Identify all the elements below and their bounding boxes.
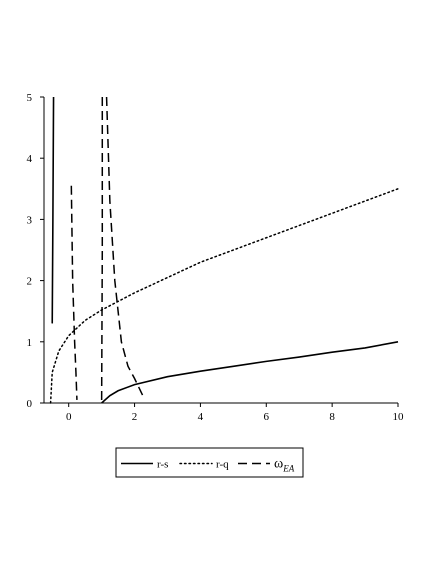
y-tick-label: 4 (27, 153, 33, 165)
series-r-q (49, 188, 399, 404)
series-line-segment (101, 341, 399, 404)
y-tick-label: 3 (27, 214, 33, 226)
x-tick-label: 6 (264, 411, 270, 423)
axes: 0 2 4 6 8 10 0 1 2 3 4 5 (27, 92, 405, 423)
legend-label: r-q (216, 459, 229, 471)
series---ea (70, 96, 144, 404)
x-tick-label: 10 (393, 411, 405, 423)
series-line-segment (49, 188, 399, 404)
x-tick-label: 0 (66, 411, 72, 423)
legend-label: r-s (157, 459, 168, 471)
legend-box (115, 447, 304, 478)
legend-label-subscript: EA (282, 464, 294, 474)
y-tick-label: 2 (27, 276, 33, 288)
y-tick-label: 0 (27, 398, 33, 410)
y-tick-label: 5 (27, 92, 33, 104)
series-line-segment (105, 96, 144, 396)
series-line-segment (51, 96, 55, 324)
series-line-segment (100, 97, 104, 404)
legend: r-s r-q ωEA (115, 447, 304, 478)
series-line-segment (70, 185, 78, 400)
x-tick-label: 2 (132, 411, 138, 423)
series-r-s (51, 96, 399, 404)
y-tick-label: 1 (27, 337, 33, 349)
x-tick-label: 8 (329, 411, 335, 423)
x-tick-label: 4 (198, 411, 204, 423)
series-layer (49, 96, 399, 404)
